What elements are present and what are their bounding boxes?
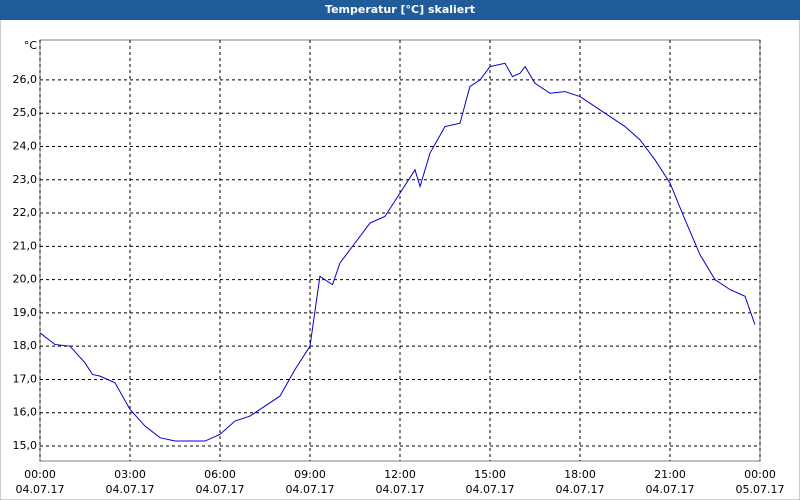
y-tick-label: 16,0 <box>13 406 38 419</box>
y-tick-label: 18,0 <box>13 339 38 352</box>
x-tick-label: 18:00 <box>564 468 596 481</box>
x-tick-date: 05.07.17 <box>736 483 785 496</box>
x-tick-label: 06:00 <box>204 468 236 481</box>
x-tick-label: 21:00 <box>654 468 686 481</box>
x-tick-date: 04.07.17 <box>196 483 245 496</box>
x-tick-label: 15:00 <box>474 468 506 481</box>
y-tick-label: 24,0 <box>13 139 38 152</box>
x-tick-label: 00:00 <box>24 468 56 481</box>
y-tick-label: 23,0 <box>13 173 38 186</box>
x-tick-date: 04.07.17 <box>556 483 605 496</box>
y-axis-label: °C <box>24 39 38 52</box>
y-tick-label: 15,0 <box>13 439 38 452</box>
y-tick-label: 17,0 <box>13 372 38 385</box>
x-tick-date: 04.07.17 <box>16 483 65 496</box>
x-tick-date: 04.07.17 <box>376 483 425 496</box>
x-tick-date: 04.07.17 <box>646 483 695 496</box>
x-tick-label: 00:00 <box>744 468 776 481</box>
y-tick-label: 19,0 <box>13 306 38 319</box>
x-tick-label: 03:00 <box>114 468 146 481</box>
x-tick-date: 04.07.17 <box>286 483 335 496</box>
x-tick-date: 04.07.17 <box>466 483 515 496</box>
x-tick-label: 09:00 <box>294 468 326 481</box>
x-tick-date: 04.07.17 <box>106 483 155 496</box>
y-tick-label: 26,0 <box>13 73 38 86</box>
y-tick-label: 20,0 <box>13 273 38 286</box>
x-tick-label: 12:00 <box>384 468 416 481</box>
y-tick-label: 21,0 <box>13 239 38 252</box>
chart-title: Temperatur [°C] skaliert <box>325 3 475 16</box>
title-bar <box>0 0 800 20</box>
line-series <box>39 62 756 442</box>
y-tick-label: 22,0 <box>13 206 38 219</box>
y-tick-label: 25,0 <box>13 106 38 119</box>
